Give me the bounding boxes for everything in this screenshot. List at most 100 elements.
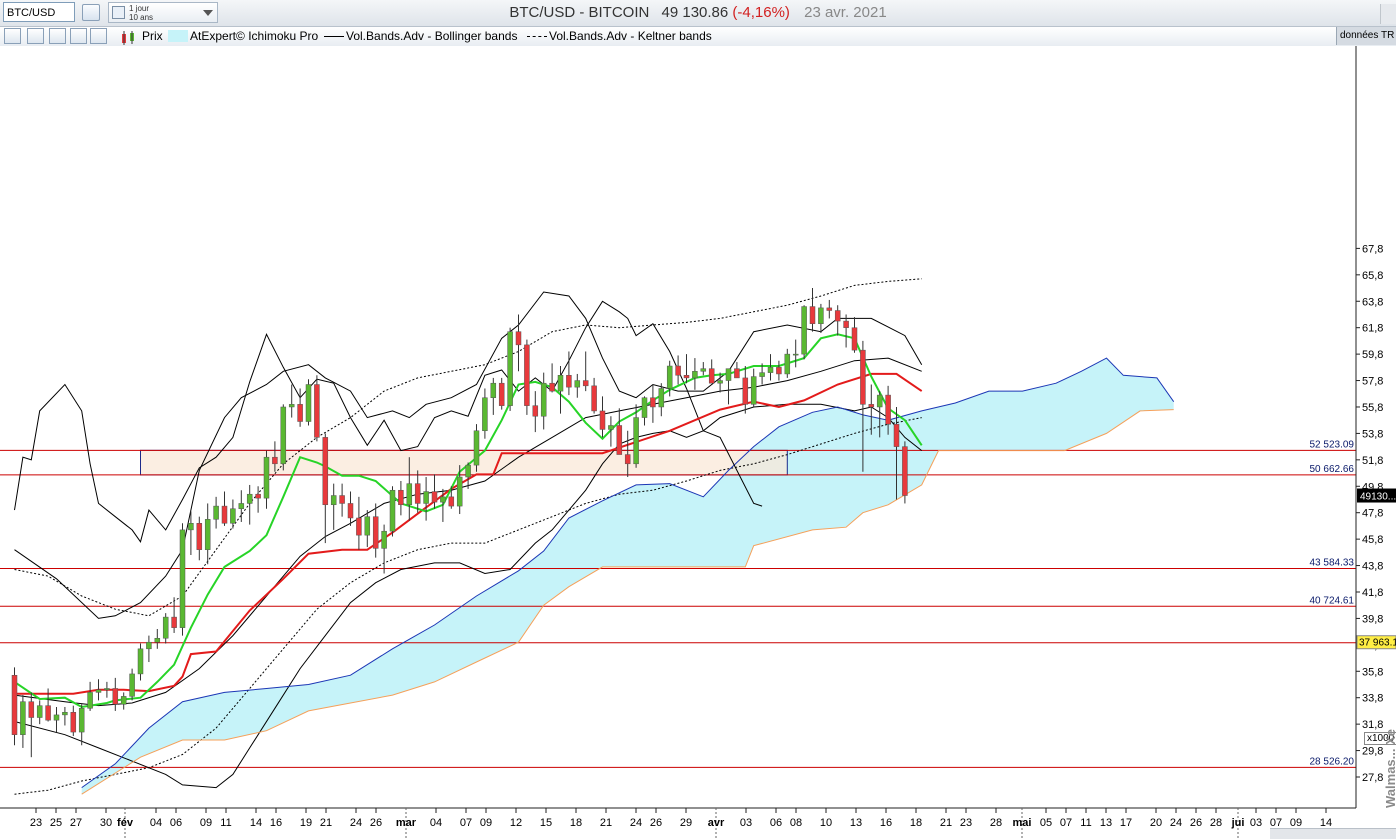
candle-36 <box>314 375 319 441</box>
y-tick-7: 41,8 <box>1362 587 1383 599</box>
level-label-5: 28 526.20 <box>1310 756 1355 767</box>
x-tick-19: 12 <box>510 817 522 829</box>
x-tick-25: 29 <box>680 817 692 829</box>
x-tick-36: 28 <box>990 817 1002 829</box>
level-label-3: 40 724.61 <box>1310 595 1355 606</box>
x-tick-14: 26 <box>370 817 382 829</box>
indicator-legend-bar: Prix AtExpert© Ichimoku Pro Vol.Bands.Ad… <box>0 27 1396 47</box>
level-label-4: 37 963.1 <box>1359 638 1396 649</box>
x-tick-0: 23 <box>30 817 42 829</box>
y-tick-6: 39,8 <box>1362 613 1383 625</box>
tools-icon[interactable] <box>4 28 21 44</box>
candle-35 <box>306 379 311 425</box>
scroll-up-button[interactable] <box>1380 4 1396 24</box>
data-tab[interactable]: données TR <box>1336 27 1396 45</box>
x-tick-45: 26 <box>1190 817 1202 829</box>
candle-20 <box>180 523 185 635</box>
y-tick-19: 65,8 <box>1362 270 1383 282</box>
candle-55 <box>474 424 479 472</box>
x-tick-12: 21 <box>320 817 332 829</box>
price-chart[interactable]: 27,829,831,833,835,837,839,841,843,845,8… <box>0 46 1396 838</box>
y-tick-12: 51,8 <box>1362 455 1383 467</box>
x-tick-21: 18 <box>570 817 582 829</box>
x-tick-8: 11 <box>220 817 231 829</box>
legend-price[interactable]: Prix <box>142 29 163 43</box>
y-tick-14: 55,8 <box>1362 402 1383 414</box>
watermark: Walmas... Xe <box>1383 700 1396 810</box>
indicator-add-icon[interactable] <box>49 28 66 44</box>
x-tick-24: 26 <box>650 817 662 829</box>
last-price-label: 49130... <box>1360 492 1396 503</box>
x-tick-11: 19 <box>300 817 312 829</box>
y-tick-9: 45,8 <box>1362 534 1383 546</box>
x-tick-37: mai <box>1013 817 1032 829</box>
x-tick-23: 24 <box>630 817 642 829</box>
x-tick-31: 13 <box>850 817 862 829</box>
zone-rect <box>141 450 788 475</box>
x-tick-3: 30 <box>100 817 112 829</box>
x-tick-10: 16 <box>270 817 282 829</box>
x-tick-4: fév <box>117 817 134 829</box>
candle-0 <box>12 667 17 745</box>
y-tick-0: 27,8 <box>1362 772 1383 784</box>
y-tick-2: 31,8 <box>1362 719 1383 731</box>
x-tick-1: 25 <box>50 817 62 829</box>
legend-ichimoku[interactable]: AtExpert© Ichimoku Pro <box>190 29 318 43</box>
level-label-2: 43 584.33 <box>1310 557 1355 568</box>
quote-date: 23 avr. 2021 <box>804 4 887 21</box>
x-tick-35: 23 <box>960 817 972 829</box>
last-price: 49 130.86 <box>662 4 729 21</box>
x-tick-42: 17 <box>1120 817 1132 829</box>
price-change: (-4,16%) <box>732 4 790 21</box>
x-tick-15: mar <box>396 817 417 829</box>
edit-icon[interactable] <box>70 28 87 44</box>
y-tick-18: 63,8 <box>1362 296 1383 308</box>
y-tick-1: 29,8 <box>1362 746 1383 758</box>
svg-text:Walmas... Xe: Walmas... Xe <box>1383 729 1396 808</box>
x-tick-20: 15 <box>540 817 552 829</box>
x-tick-5: 04 <box>150 817 162 829</box>
top-toolbar: BTC/USD 1 jour 10 ans BTC/USD - BITCOIN … <box>0 0 1396 27</box>
legend-bollinger[interactable]: Vol.Bands.Adv - Bollinger bands <box>346 29 517 43</box>
window-icon[interactable] <box>90 28 107 44</box>
level-label-1: 50 662.66 <box>1310 464 1355 475</box>
x-tick-34: 21 <box>940 817 952 829</box>
wave-icon[interactable] <box>27 28 44 44</box>
y-tick-3: 33,8 <box>1362 693 1383 705</box>
x-tick-48: 03 <box>1250 817 1262 829</box>
x-tick-43: 20 <box>1150 817 1162 829</box>
instrument-title: BTC/USD - BITCOIN <box>509 4 649 21</box>
x-tick-44: 24 <box>1170 817 1182 829</box>
y-tick-8: 43,8 <box>1362 561 1383 573</box>
x-tick-46: 28 <box>1210 817 1222 829</box>
x-tick-39: 07 <box>1060 817 1072 829</box>
x-tick-28: 06 <box>770 817 782 829</box>
horizontal-scrollbar[interactable] <box>1270 828 1396 839</box>
keltner-swatch <box>527 36 547 37</box>
candle-45 <box>390 486 395 536</box>
price-zone <box>141 450 788 475</box>
x-tick-30: 10 <box>820 817 832 829</box>
level-label-0: 52 523.09 <box>1310 439 1355 450</box>
x-tick-22: 21 <box>600 817 612 829</box>
x-tick-38: 05 <box>1040 817 1052 829</box>
y-tick-17: 61,8 <box>1362 323 1383 335</box>
candle-59 <box>508 328 513 411</box>
x-tick-40: 11 <box>1080 817 1091 829</box>
ichimoku-swatch <box>168 30 188 42</box>
x-tick-16: 04 <box>430 817 442 829</box>
y-tick-10: 47,8 <box>1362 508 1383 520</box>
x-tick-29: 08 <box>790 817 802 829</box>
y-tick-13: 53,8 <box>1362 428 1383 440</box>
y-tick-20: 67,8 <box>1362 243 1383 255</box>
candle-61 <box>524 340 529 415</box>
x-tick-7: 09 <box>200 817 212 829</box>
x-tick-17: 07 <box>460 817 472 829</box>
legend-keltner[interactable]: Vol.Bands.Adv - Keltner bands <box>549 29 712 43</box>
x-tick-26: avr <box>708 817 725 829</box>
x-tick-33: 18 <box>910 817 922 829</box>
x-tick-41: 13 <box>1100 817 1112 829</box>
x-tick-27: 03 <box>740 817 752 829</box>
x-tick-32: 16 <box>880 817 892 829</box>
y-tick-15: 57,8 <box>1362 376 1383 388</box>
